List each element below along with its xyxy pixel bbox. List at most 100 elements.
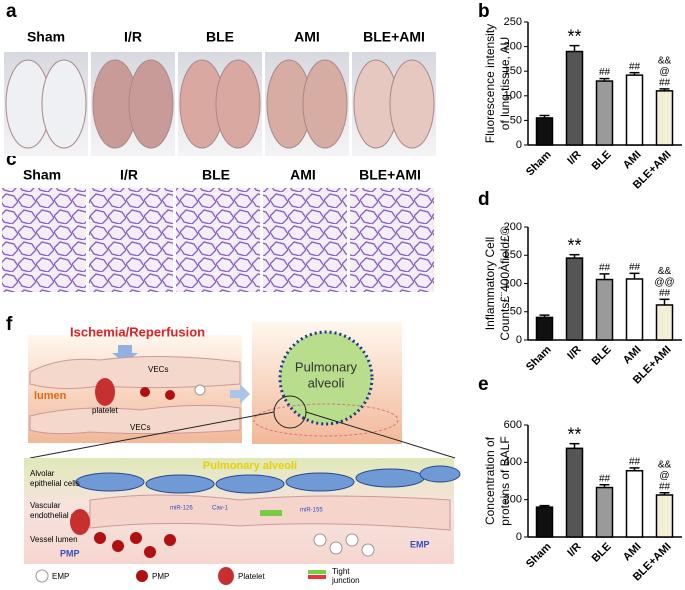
x-tick-label: I/R (565, 149, 583, 167)
y-axis-label: of lung tissue, AU (498, 37, 512, 130)
label: miR-155 (300, 508, 323, 514)
bar (655, 494, 674, 538)
panel-label: f (6, 314, 13, 335)
y-tick-label: 50 (510, 306, 522, 318)
y-tick-label: 150 (504, 65, 522, 77)
significance: ## (599, 473, 611, 484)
label: PMP (60, 548, 80, 558)
alveolus (278, 330, 374, 426)
histology-label: I/R (120, 167, 138, 183)
label: endothelial cells (30, 511, 87, 520)
significance: ## (659, 481, 671, 492)
significance: ** (567, 235, 581, 255)
x-tick-label: Sham (524, 541, 554, 571)
histology-label: BLE (202, 167, 230, 183)
emp (194, 384, 206, 396)
legend-tj (308, 570, 326, 574)
y-tick-label: 100 (504, 277, 522, 289)
bar (535, 316, 554, 341)
panel-a-photos: Sham I/R BLE AMI BLE+AMI (4, 29, 436, 156)
label: VECs (148, 365, 168, 374)
y-tick-label: 400 (504, 456, 522, 468)
y-tick-label: 0 (516, 531, 522, 543)
capillary (253, 403, 399, 437)
label: Cav-1 (212, 506, 229, 512)
label: Pulmonary alveoli (203, 460, 297, 472)
significance: ## (659, 288, 671, 299)
photo-label: AMI (294, 29, 320, 45)
lung (128, 59, 174, 149)
bar (595, 278, 614, 341)
photo-label: BLE (206, 29, 234, 45)
cell (29, 355, 241, 390)
y-axis-label: Inflammatory Cell (483, 237, 497, 330)
photo-label: BLE+AMI (363, 29, 425, 45)
significance: ## (629, 262, 641, 273)
legend-label: PMP (152, 572, 169, 581)
legend-pmp (136, 570, 148, 582)
legend-emp (35, 569, 49, 583)
histology-image (263, 188, 347, 292)
pmp (140, 387, 150, 397)
y-tick-label: 0 (516, 334, 522, 346)
panel-f-diagram: Ischemia/Reperfusion VECs lumen platelet… (24, 322, 461, 585)
label: epithelial cells (30, 479, 80, 488)
panel-label: c (6, 149, 17, 170)
histology-label: AMI (290, 167, 316, 183)
bar (535, 117, 554, 146)
x-tick-label: AMI (621, 541, 644, 564)
label: miR-126 (170, 506, 193, 512)
y-axis-label: Fluorescence intensity (483, 24, 497, 143)
label: Vascular (30, 501, 61, 510)
significance: ## (659, 78, 671, 89)
histology-image (2, 188, 86, 292)
y-axis-label: Concentration of (483, 436, 497, 525)
label: alveoli (308, 375, 345, 390)
significance: ## (629, 457, 641, 468)
bar (565, 257, 584, 341)
histology-label: Sham (23, 167, 61, 183)
zoom-line (29, 411, 275, 459)
label: Alvolar (30, 469, 55, 478)
y-tick-label: 200 (504, 494, 522, 506)
y-tick-label: 50 (510, 114, 522, 126)
x-tick-label: I/R (565, 344, 583, 362)
y-tick-label: 0 (516, 139, 522, 151)
x-tick-label: BLE (590, 344, 614, 368)
significance: @ (659, 67, 669, 78)
zoom-line (305, 411, 456, 459)
x-tick-label: AMI (621, 149, 644, 172)
bar (655, 90, 674, 146)
label: lumen (34, 390, 67, 402)
emp-group (313, 533, 375, 557)
histology-image (176, 188, 260, 292)
significance: && (658, 266, 672, 277)
significance: @ (659, 470, 669, 481)
significance: && (658, 56, 672, 67)
bar (655, 304, 674, 341)
y-tick-label: 600 (504, 419, 522, 431)
histology-label: BLE+AMI (359, 167, 421, 183)
x-tick-label: AMI (621, 344, 644, 367)
label: Pulmonary (295, 359, 358, 374)
lung (41, 59, 87, 149)
significance: @@ (654, 277, 674, 288)
histology-image (350, 188, 434, 292)
x-tick-label: Sham (524, 344, 554, 374)
significance: ** (567, 424, 581, 444)
tight-junction (260, 510, 282, 516)
bar (535, 506, 554, 538)
photo-label: I/R (124, 29, 142, 45)
legend-label: Platelet (238, 572, 265, 581)
x-tick-label: Sham (524, 149, 554, 179)
x-tick-label: BLE (590, 149, 614, 173)
y-tick-label: 150 (504, 249, 522, 261)
panel-label: b (478, 1, 490, 22)
y-tick-label: 200 (504, 41, 522, 53)
legend-platelet (218, 567, 234, 585)
y-axis-label: Counts£¨400Àfield£© (497, 226, 512, 340)
significance: ## (629, 61, 641, 72)
legend-label: junction (331, 576, 360, 585)
bar (595, 80, 614, 146)
y-tick-label: 200 (504, 221, 522, 233)
